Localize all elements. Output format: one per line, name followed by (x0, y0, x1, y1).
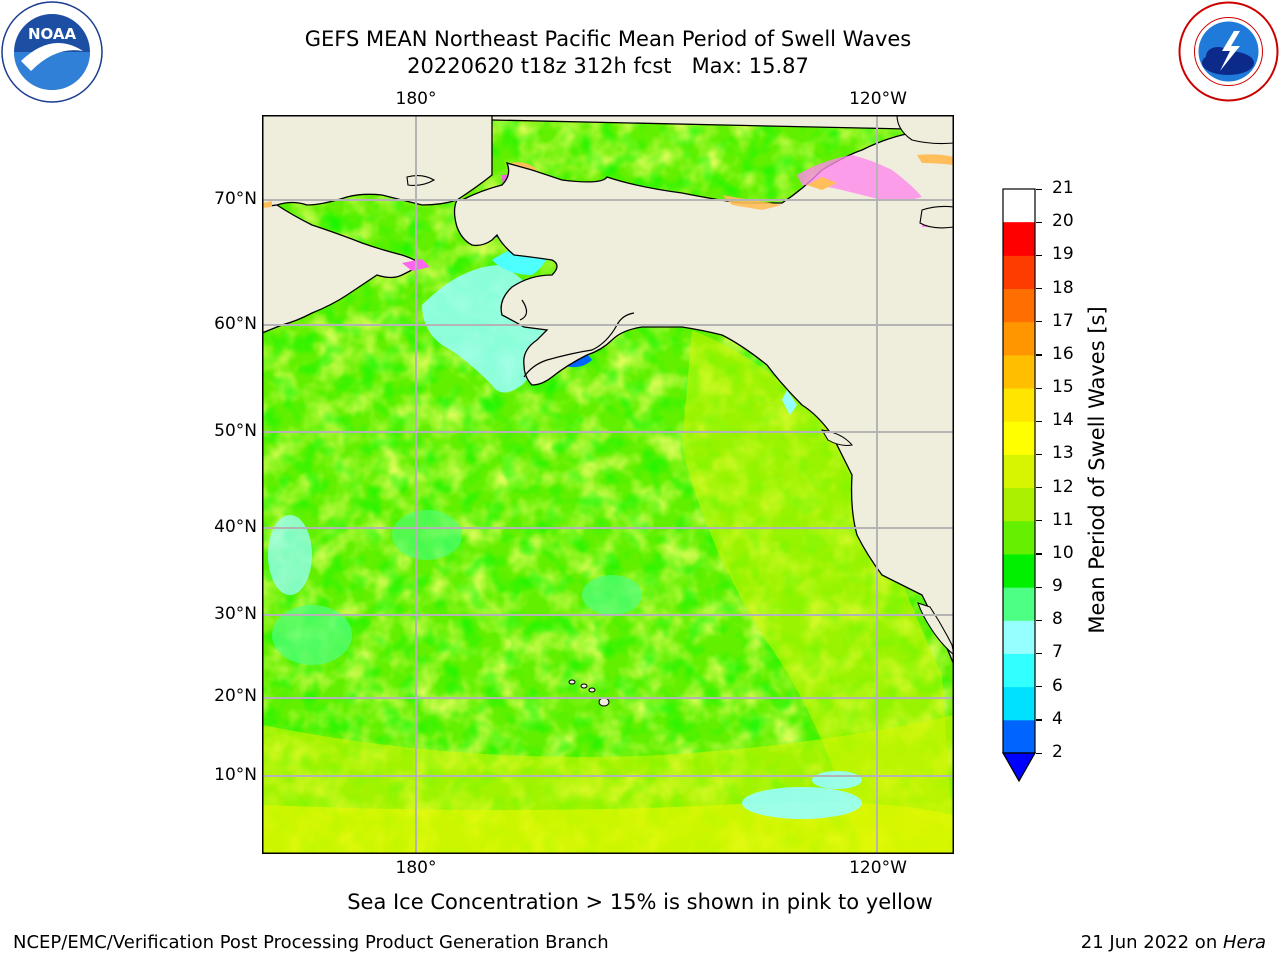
chart-subtitle: 20220620 t18z 312h fcst Max: 15.87 (407, 54, 809, 78)
colorbar-tick-label: 11 (1052, 509, 1074, 530)
colorbar-tick-mark (1036, 254, 1042, 257)
lat-label-40n: 40°N (214, 517, 257, 537)
colorbar-tick-mark (1036, 387, 1042, 389)
lon-label-top-120w: 120°W (849, 89, 907, 109)
colorbar-tick-label: 15 (1052, 377, 1074, 398)
footer-date-text: 21 Jun 2022 on (1080, 932, 1223, 953)
colorbar-segment (1003, 288, 1035, 323)
colorbar-tick-mark (1036, 188, 1042, 190)
colorbar-tick-mark (1036, 487, 1042, 489)
nws-logo (1178, 1, 1279, 102)
colorbar-tick-mark (1036, 652, 1042, 655)
colorbar-tick-mark (1036, 321, 1042, 323)
chart-title: GEFS MEAN Northeast Pacific Mean Period … (304, 27, 912, 51)
colorbar-segment (1003, 487, 1035, 522)
colorbar-tick-label: 19 (1052, 244, 1074, 265)
colorbar-tick-mark (1036, 619, 1042, 621)
colorbar-tick-label: 6 (1052, 675, 1063, 696)
colorbar-tick-label: 8 (1052, 609, 1063, 630)
colorbar-tick-label: 10 (1052, 542, 1074, 563)
lon-label-bottom-120w: 120°W (849, 858, 907, 878)
colorbar-tick-label: 18 (1052, 277, 1074, 298)
colorbar-tick-label: 9 (1052, 576, 1063, 597)
hawaii-islands (568, 679, 610, 707)
colorbar-title: Mean Period of Swell Waves [s] (1085, 306, 1109, 634)
colorbar-tick-label: 7 (1052, 642, 1063, 663)
lat-label-60n: 60°N (214, 314, 257, 334)
colorbar-tick-mark (1036, 719, 1042, 721)
colorbar-tick-mark (1036, 686, 1042, 688)
colorbar-tick-label: 17 (1052, 310, 1074, 331)
lat-label-10n: 10°N (214, 765, 257, 785)
colorbar-tick-mark (1036, 520, 1042, 522)
colorbar (1002, 188, 1036, 784)
north-america-land (262, 115, 954, 666)
colorbar-tick-mark (1036, 354, 1042, 356)
colorbar-tick-label: 21 (1052, 178, 1074, 198)
noaa-logo: NOAA (1, 1, 103, 103)
footer-branch: NCEP/EMC/Verification Post Processing Pr… (13, 932, 609, 953)
colorbar-segment (1003, 222, 1035, 256)
colorbar-segment (1003, 388, 1035, 422)
colorbar-tick-mark (1036, 420, 1042, 422)
colorbar-segment (1003, 719, 1035, 754)
colorbar-underflow-triangle (1002, 752, 1036, 783)
lat-label-50n: 50°N (214, 421, 257, 441)
colorbar-segment (1003, 321, 1035, 356)
colorbar-segment (1003, 454, 1035, 489)
colorbar-tick-mark (1036, 586, 1042, 588)
sea-ice-note: Sea Ice Concentration > 15% is shown in … (347, 890, 933, 914)
colorbar-tick-label: 4 (1052, 708, 1063, 729)
colorbar-tick-label: 13 (1052, 443, 1074, 464)
colorbar-tick-label: 16 (1052, 343, 1074, 364)
lat-label-20n: 20°N (214, 686, 257, 706)
colorbar-segment (1003, 421, 1035, 455)
colorbar-segment (1003, 653, 1035, 688)
colorbar-tick-mark (1036, 288, 1042, 290)
colorbar-tick-label: 20 (1052, 211, 1074, 232)
lon-label-bottom-180: 180° (395, 858, 437, 878)
colorbar-tick-label: 12 (1052, 476, 1074, 497)
colorbar-tick-label: 14 (1052, 410, 1074, 431)
colorbar-segment (1003, 520, 1035, 555)
colorbar-tick-mark (1036, 453, 1042, 456)
colorbar-segment (1003, 686, 1035, 721)
lat-label-30n: 30°N (214, 604, 257, 624)
colorbar-tick-mark (1036, 221, 1042, 223)
noaa-logo-text: NOAA (28, 25, 77, 43)
colorbar-tick-mark (1036, 553, 1042, 555)
siberia-land (262, 115, 493, 208)
lon-label-top-180: 180° (395, 89, 437, 109)
map-area (262, 115, 954, 854)
colorbar-tick-mark (1036, 752, 1042, 754)
colorbar-segment (1003, 354, 1035, 389)
footer-date: 21 Jun 2022 on Hera (1081, 932, 1266, 953)
colorbar-segment (1003, 620, 1035, 654)
lat-label-70n: 70°N (214, 189, 257, 209)
graticule (262, 115, 954, 854)
colorbar-segment (1003, 255, 1035, 290)
footer-host: Hera (1222, 932, 1266, 953)
colorbar-segment (1003, 587, 1035, 621)
colorbar-segment (1003, 553, 1035, 588)
colorbar-tick-label: 2 (1052, 742, 1063, 762)
